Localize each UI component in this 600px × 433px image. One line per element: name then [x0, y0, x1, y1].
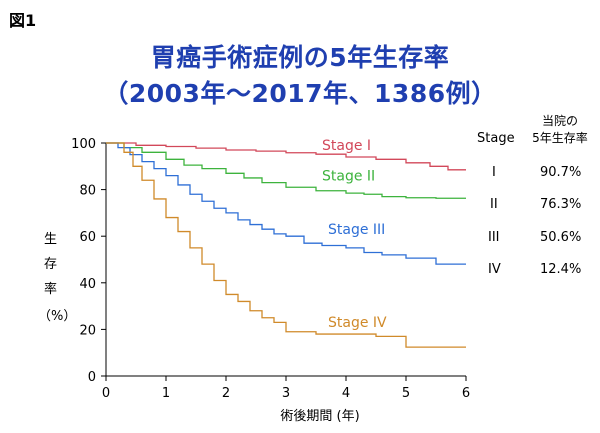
x-tick-label: 1 — [162, 386, 170, 401]
chart-subtitle: （2003年～2017年、1386例） — [103, 79, 497, 108]
ylabel-char-4: （%） — [38, 309, 77, 324]
chart-series — [106, 142, 466, 348]
series-label-stage-iv: Stage IV — [328, 315, 387, 331]
series-line-stage-ii — [106, 142, 466, 199]
x-tick-label: 5 — [402, 386, 410, 401]
ylabel-char-2: 存 — [44, 257, 58, 272]
table-row-rate: 50.6% — [540, 230, 582, 245]
figure-label: 図1 — [9, 11, 37, 30]
table-row-stage: III — [488, 230, 500, 245]
series-line-stage-iv — [106, 142, 466, 348]
y-tick-label: 80 — [79, 184, 96, 199]
x-tick-label: 3 — [282, 386, 290, 401]
table-row-stage: I — [492, 165, 496, 180]
y-tick-label: 40 — [79, 277, 96, 292]
x-tick-label: 0 — [102, 386, 110, 401]
table-row-rate: 12.4% — [540, 262, 582, 277]
x-tick-label: 6 — [462, 386, 470, 401]
ylabel-char-3: 率 — [44, 282, 58, 297]
x-tick-label: 4 — [342, 386, 350, 401]
table-row-stage: IV — [488, 262, 501, 277]
table-row-rate: 90.7% — [540, 165, 582, 180]
y-tick-label: 20 — [79, 323, 96, 338]
y-tick-label: 0 — [88, 370, 96, 385]
y-tick-label: 100 — [71, 137, 96, 152]
series-line-stage-iii — [106, 142, 466, 265]
x-tick-label: 2 — [222, 386, 230, 401]
series-line-stage-i — [106, 142, 466, 171]
table-row-stage: II — [490, 197, 498, 212]
x-axis-label: 術後期間 (年) — [280, 409, 360, 424]
series-label-stage-ii: Stage II — [322, 168, 375, 184]
y-tick-label: 60 — [79, 230, 96, 245]
series-label-stage-i: Stage I — [322, 138, 371, 154]
table-row-rate: 76.3% — [540, 197, 582, 212]
chart-axes: 0 20 40 60 80 100 0 1 2 3 4 5 6 — [71, 137, 470, 401]
ylabel-char-1: 生 — [44, 232, 58, 247]
table-head-rate-1: 当院の — [541, 114, 578, 128]
table-head-rate-2: 5年生存率 — [532, 131, 588, 145]
series-label-stage-iii: Stage III — [328, 222, 385, 238]
chart-title: 胃癌手術症例の5年生存率 — [150, 43, 450, 72]
chart-series-labels: Stage I Stage II Stage III Stage IV — [322, 138, 387, 331]
table-head-stage: Stage — [477, 131, 515, 146]
